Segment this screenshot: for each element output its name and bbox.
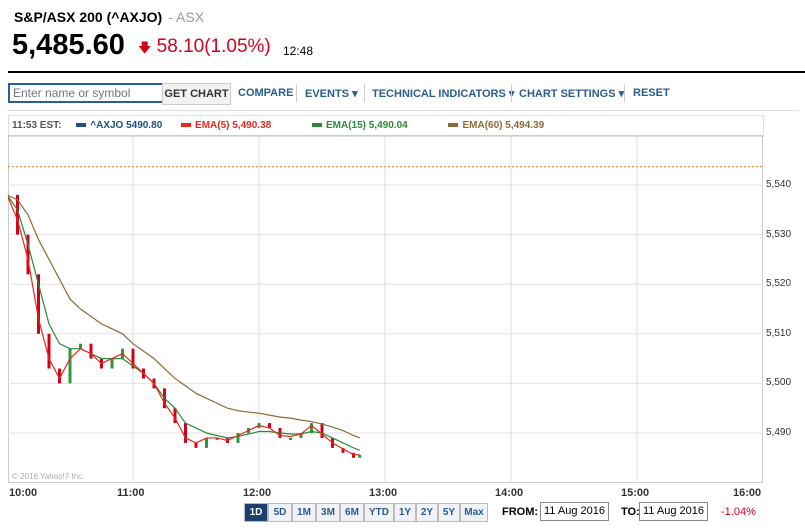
get-chart-button[interactable]: GET CHART: [162, 83, 231, 105]
series-line-ema5: [8, 195, 360, 456]
candle: [215, 437, 219, 440]
range-button-1m[interactable]: 1M: [292, 503, 316, 522]
change-pct: (1.05%): [204, 36, 271, 57]
arrow-down-icon: 🡇: [138, 40, 152, 55]
from-label: FROM:: [502, 506, 539, 518]
y-tick-label: 5,490: [766, 427, 792, 438]
divider: [8, 71, 805, 73]
y-tick-label: 5,530: [766, 228, 792, 240]
legend-item: EMA(60) 5,494.39: [418, 120, 548, 131]
y-tick-label: 5,540: [766, 179, 792, 190]
price-chart[interactable]: [8, 135, 763, 483]
range-button-5y[interactable]: 5Y: [438, 503, 460, 522]
change: 🡇 58.10(1.05%): [138, 36, 271, 61]
range-button-6m[interactable]: 6M: [340, 503, 364, 522]
legend-item: EMA(15) 5,490.04: [282, 120, 412, 131]
candle: [289, 437, 292, 440]
events-menu[interactable]: EVENTS ▾: [305, 88, 358, 100]
candle: [236, 433, 240, 443]
legend-item: EMA(5) 5,490.38: [173, 120, 275, 131]
candle: [68, 348, 72, 384]
range-button-5d[interactable]: 5D: [268, 503, 292, 522]
price: 5,485.60: [12, 29, 125, 61]
divider: [8, 110, 798, 111]
chart-settings-menu[interactable]: CHART SETTINGS ▾: [519, 88, 625, 100]
candle: [310, 423, 313, 433]
legend-label: EMA(15) 5,490.04: [325, 120, 408, 131]
y-tick-label: 5,500: [766, 377, 792, 389]
candle: [58, 368, 61, 384]
divider: [364, 84, 365, 102]
x-tick-label: 15:00: [621, 487, 650, 499]
candle: [37, 274, 40, 334]
candle: [173, 408, 177, 424]
index-name: S&P/ASX 200 (^AXJO): [14, 9, 163, 25]
candle: [89, 343, 93, 359]
page-title: S&P/ASX 200 (^AXJO) - ASX: [14, 9, 204, 25]
x-tick-label: 16:00: [733, 487, 762, 499]
divider: [624, 84, 625, 102]
search-input[interactable]: [8, 83, 164, 103]
series-line-ema15: [8, 195, 361, 451]
legend-label: EMA(60) 5,494.39: [462, 120, 545, 131]
technical-indicators-menu[interactable]: TECHNICAL INDICATORS ▾: [372, 88, 515, 100]
legend-label: ^AXJO 5490.80: [90, 120, 163, 131]
copyright: © 2016 Yahoo!7 Inc.: [12, 472, 85, 481]
y-tick-label: 5,520: [766, 278, 792, 290]
quote-time: 12:48: [283, 44, 314, 58]
range-button-ytd[interactable]: YTD: [364, 503, 394, 522]
y-tick-label: 5,510: [766, 327, 792, 339]
candle: [358, 454, 362, 458]
candle: [184, 423, 187, 443]
candle: [110, 358, 114, 369]
range-button-1d[interactable]: 1D: [244, 503, 268, 522]
range-button-3m[interactable]: 3M: [316, 503, 340, 522]
x-tick-label: 12:00: [243, 487, 272, 499]
x-tick-label: 13:00: [369, 487, 398, 499]
chart-legend: 11:53 EST: ^AXJO 5490.80 EMA(5) 5,490.38…: [8, 115, 764, 137]
candle: [299, 433, 303, 438]
candle: [79, 343, 82, 349]
candle: [341, 447, 345, 453]
exchange: - ASX: [168, 9, 205, 25]
divider: [296, 84, 297, 102]
change-value: 58.10: [156, 36, 205, 57]
range-button-2y[interactable]: 2Y: [416, 503, 438, 522]
compare-button[interactable]: COMPARE: [238, 87, 294, 99]
range-button-1y[interactable]: 1Y: [394, 503, 416, 522]
series-line-ema60: [8, 194, 361, 439]
candle: [205, 437, 208, 448]
x-tick-label: 14:00: [495, 487, 524, 499]
candle: [26, 234, 30, 275]
reset-button[interactable]: RESET: [633, 87, 670, 99]
candle: [47, 333, 51, 369]
to-date-input[interactable]: 11 Aug 2016: [639, 502, 708, 521]
x-tick-label: 11:00: [117, 487, 145, 499]
legend-time: 11:53 EST:: [12, 120, 62, 131]
x-tick-label: 10:00: [9, 487, 38, 499]
to-label: TO:: [621, 506, 640, 518]
candle: [16, 194, 19, 235]
from-date-input[interactable]: 11 Aug 2016: [540, 502, 609, 521]
candle: [131, 348, 135, 369]
candle: [320, 423, 324, 438]
legend-item: ^AXJO 5490.80: [68, 120, 166, 131]
candle: [268, 423, 271, 429]
candle: [194, 442, 198, 448]
period-change: -1.04%: [721, 506, 756, 518]
legend-label: EMA(5) 5,490.38: [195, 120, 272, 131]
divider: [511, 84, 512, 102]
range-button-max[interactable]: Max: [460, 503, 488, 522]
